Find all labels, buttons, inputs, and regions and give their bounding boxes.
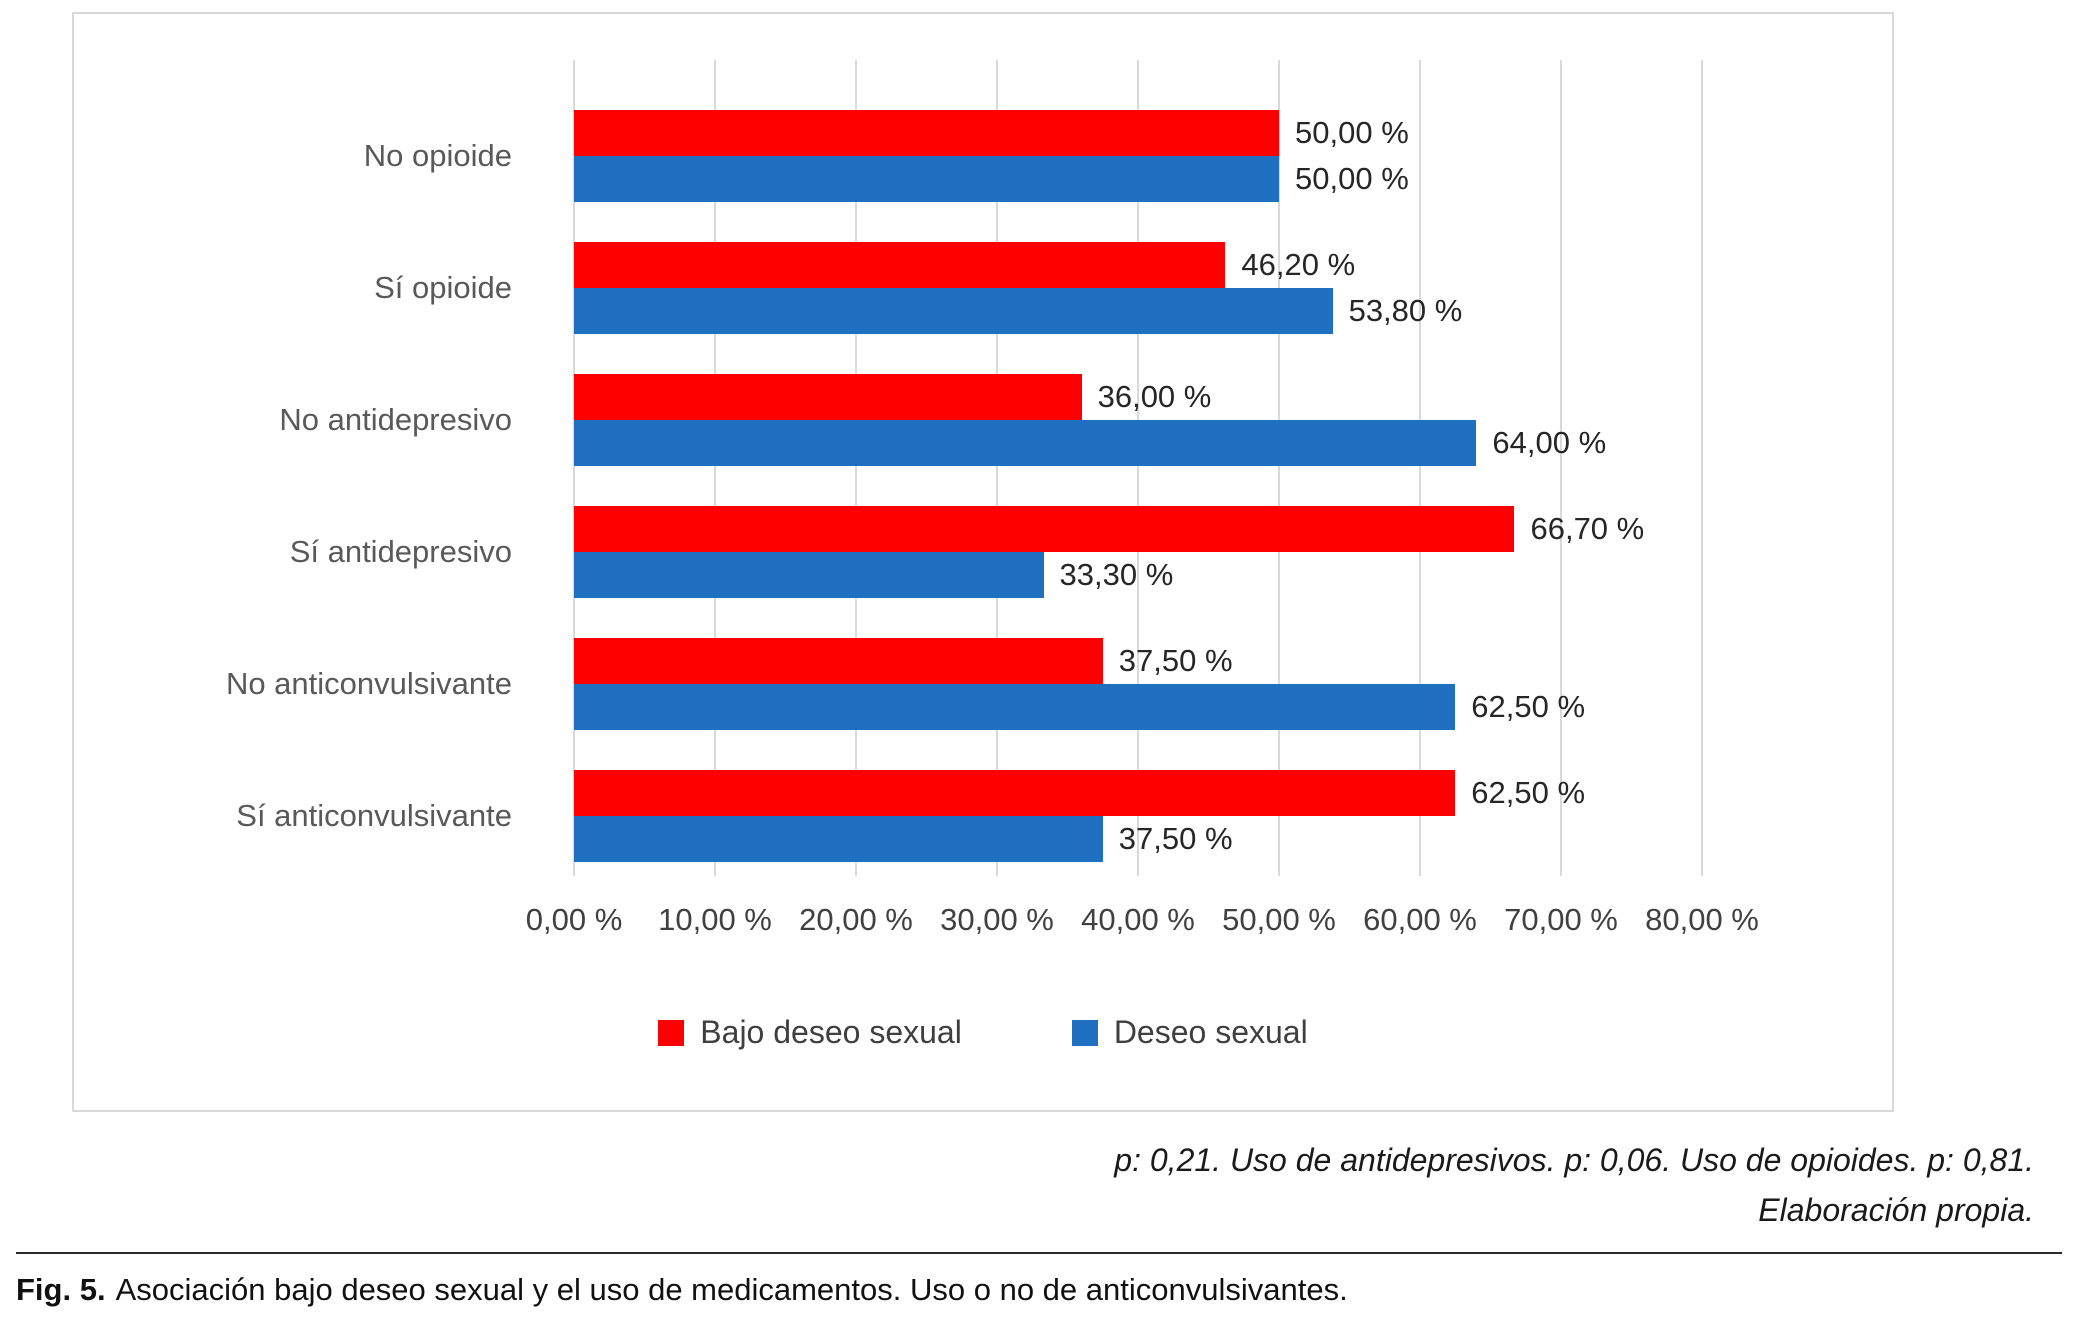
stats-note: p: 0,21. Uso de antidepresivos. p: 0,06.…: [1114, 1142, 2034, 1178]
chart-row: Sí opioide 46,20 % 53,80 %: [74, 242, 1892, 334]
x-tick-label: 10,00 %: [658, 902, 772, 937]
x-tick-label: 50,00 %: [1222, 902, 1336, 937]
bar-line: 50,00 %: [574, 110, 1702, 156]
data-label: 66,70 %: [1530, 511, 1645, 546]
bar-group: 50,00 % 50,00 %: [574, 110, 1702, 202]
x-tick-label: 20,00 %: [799, 902, 913, 937]
x-tick-label: 70,00 %: [1504, 902, 1618, 937]
x-axis: 0,00 % 10,00 % 20,00 % 30,00 % 40,00 % 50,00 …: [526, 902, 1759, 944]
bar-line: 37,50 %: [574, 638, 1702, 684]
bar-line: 66,70 %: [574, 506, 1702, 552]
bar-group: 37,50 % 62,50 %: [574, 638, 1702, 730]
gridline: [714, 60, 716, 876]
bar-group: 46,20 % 53,80 %: [574, 242, 1702, 334]
x-tick-label: 0,00 %: [525, 902, 623, 937]
bar-rows: No opioide 50,00 % 50,00 % Sí opioide 46,20 …: [74, 60, 1892, 876]
data-label: 53,80 %: [1348, 293, 1463, 328]
legend-label: Bajo deseo sexual: [700, 1014, 962, 1050]
plot-area: No opioide 50,00 % 50,00 % Sí opioide 46,20 …: [74, 60, 1892, 876]
source-note: Elaboración propia.: [1758, 1191, 2034, 1228]
legend: Bajo deseo sexual Deseo sexual: [74, 1014, 1892, 1051]
category-label: Sí anticonvulsivante: [236, 798, 512, 833]
bar-group: 36,00 % 64,00 %: [574, 374, 1702, 466]
gridline: [1278, 60, 1280, 876]
data-label: 46,20 %: [1241, 247, 1356, 282]
legend-label: Deseo sexual: [1113, 1014, 1308, 1050]
gridline: [855, 60, 857, 876]
chart-row: No anticonvulsivante 37,50 % 62,50 %: [74, 638, 1892, 730]
data-label: 36,00 %: [1097, 379, 1212, 414]
bar-line: 37,50 %: [574, 816, 1702, 862]
chart-row: Sí anticonvulsivante 62,50 % 37,50 %: [74, 770, 1892, 862]
gridline: [996, 60, 998, 876]
data-label: 62,50 %: [1471, 689, 1586, 724]
legend-swatch-icon: [658, 1019, 685, 1046]
category-label: No anticonvulsivante: [225, 666, 512, 701]
bar-bajo-deseo-sexual: [574, 638, 1103, 684]
bar-bajo-deseo-sexual: [574, 242, 1226, 288]
figure-notes: p: 0,21. Uso de antidepresivos. p: 0,06.…: [1114, 1136, 2034, 1235]
category-label: No antidepresivo: [279, 402, 512, 437]
bar-bajo-deseo-sexual: [574, 374, 1082, 420]
bar-deseo-sexual: [574, 684, 1456, 730]
bar-deseo-sexual: [574, 816, 1103, 862]
bar-line: 50,00 %: [574, 156, 1702, 202]
bar-line: 62,50 %: [574, 684, 1702, 730]
data-label: 50,00 %: [1295, 161, 1409, 196]
bar-line: 46,20 %: [574, 242, 1702, 288]
data-label: 64,00 %: [1492, 425, 1607, 460]
gridlines: [573, 60, 1703, 876]
chart-row: No opioide 50,00 % 50,00 %: [74, 110, 1892, 202]
gridline: [1560, 60, 1562, 876]
x-tick-label: 30,00 %: [940, 902, 1054, 937]
x-tick-label: 40,00 %: [1081, 902, 1195, 937]
category-label: No opioide: [363, 138, 512, 173]
chart-panel: No opioide 50,00 % 50,00 % Sí opioide 46,20 …: [72, 12, 1894, 1112]
bar-deseo-sexual: [574, 420, 1477, 466]
bar-deseo-sexual: [574, 552, 1044, 598]
data-label: 33,30 %: [1059, 557, 1174, 592]
data-label: 50,00 %: [1295, 115, 1409, 150]
data-label: 37,50 %: [1118, 821, 1233, 856]
gridline: [1419, 60, 1421, 876]
category-label: Sí antidepresivo: [289, 534, 512, 569]
bar-deseo-sexual: [574, 156, 1279, 202]
figure-caption-text: Asociación bajo deseo sexual y el uso de…: [115, 1272, 1348, 1307]
bar-bajo-deseo-sexual: [574, 506, 1515, 552]
legend-item: Deseo sexual: [1071, 1014, 1308, 1051]
gridline: [1137, 60, 1139, 876]
legend-item: Bajo deseo sexual: [658, 1014, 962, 1051]
bar-group: 62,50 % 37,50 %: [574, 770, 1702, 862]
bar-group: 66,70 % 33,30 %: [574, 506, 1702, 598]
figure-caption: Fig. 5. Asociación bajo deseo sexual y el…: [16, 1272, 1348, 1308]
legend-swatch-icon: [1071, 1019, 1098, 1046]
data-label: 37,50 %: [1118, 643, 1233, 678]
category-label: Sí opioide: [374, 270, 512, 305]
bar-bajo-deseo-sexual: [574, 770, 1456, 816]
bar-line: 62,50 %: [574, 770, 1702, 816]
gridline: [573, 60, 575, 876]
caption-divider: [16, 1252, 2062, 1254]
bar-line: 33,30 %: [574, 552, 1702, 598]
x-tick-label: 80,00 %: [1645, 902, 1759, 937]
figure-number: Fig. 5.: [16, 1272, 106, 1307]
bar-line: 64,00 %: [574, 420, 1702, 466]
x-tick-label: 60,00 %: [1363, 902, 1477, 937]
chart-row: Sí antidepresivo 66,70 % 33,30 %: [74, 506, 1892, 598]
bar-bajo-deseo-sexual: [574, 110, 1279, 156]
bar-line: 36,00 %: [574, 374, 1702, 420]
data-label: 62,50 %: [1471, 775, 1586, 810]
bar-line: 53,80 %: [574, 288, 1702, 334]
chart-row: No antidepresivo 36,00 % 64,00 %: [74, 374, 1892, 466]
gridline: [1701, 60, 1703, 876]
bar-deseo-sexual: [574, 288, 1333, 334]
